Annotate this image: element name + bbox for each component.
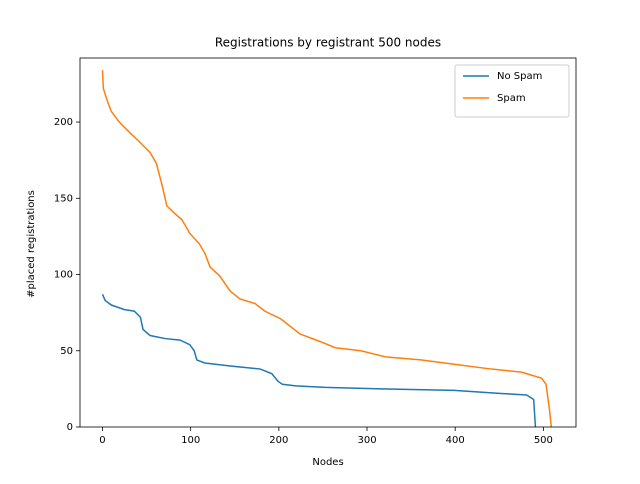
x-tick-label: 400 bbox=[446, 435, 465, 446]
x-tick-label: 500 bbox=[534, 435, 553, 446]
line-series bbox=[101, 70, 553, 428]
chart-title: Registrations by registrant 500 nodes bbox=[215, 36, 441, 50]
x-tick-label: 200 bbox=[269, 435, 288, 446]
x-axis-label: Nodes bbox=[312, 457, 343, 468]
y-tick-label: 100 bbox=[54, 270, 73, 281]
y-axis-label: #placed registrations bbox=[26, 190, 37, 298]
plot-frame bbox=[79, 57, 577, 428]
y-tick-label: 150 bbox=[54, 193, 73, 204]
legend-box bbox=[454, 64, 570, 118]
x-tick-label: 0 bbox=[99, 435, 105, 446]
legend-label: No Spam bbox=[497, 71, 542, 82]
x-tick-label: 300 bbox=[357, 435, 376, 446]
y-tick-label: 200 bbox=[54, 117, 73, 128]
legend-label: Spam bbox=[497, 93, 526, 104]
y-tick-label: 0 bbox=[67, 422, 73, 433]
line-series bbox=[101, 294, 537, 428]
x-tick-label: 100 bbox=[181, 435, 200, 446]
y-tick-label: 50 bbox=[60, 346, 73, 357]
